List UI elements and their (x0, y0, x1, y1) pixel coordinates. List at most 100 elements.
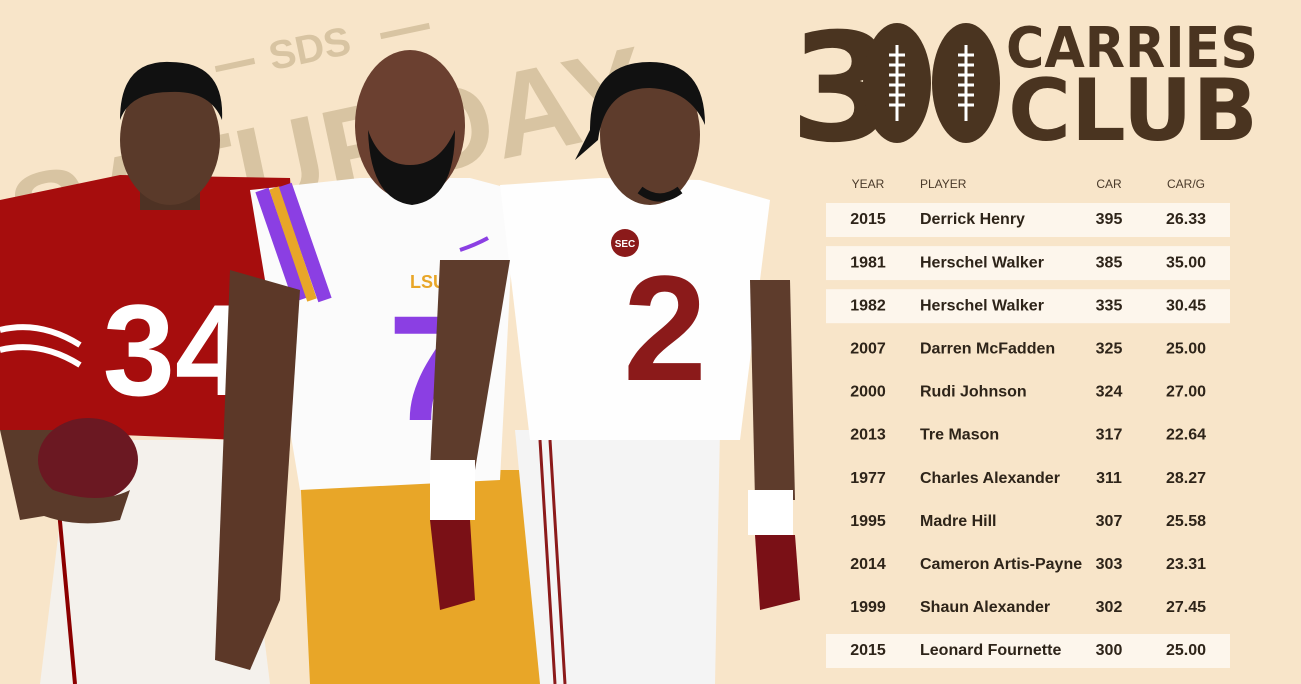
table-cell: 317 (1096, 427, 1123, 444)
table-cell: 22.64 (1166, 427, 1206, 444)
sleeve-stripe (255, 182, 332, 303)
table-cell: 26.33 (1166, 211, 1206, 228)
table-cell: 1977 (850, 470, 886, 487)
player-name: Leonard Fournette (920, 642, 1061, 659)
table-row: 2015 Derrick Henry 395 26.33 (826, 203, 1230, 237)
table-cell: 2015 (850, 642, 886, 659)
table-cell: 324 (1096, 384, 1123, 401)
wristband (748, 490, 793, 535)
watermark-dash (214, 57, 256, 73)
table-cell: 385 (1096, 254, 1123, 271)
table-row: 1995 Madre Hill 307 25.58 (850, 513, 1206, 530)
player-name: Herschel Walker (920, 297, 1044, 314)
table-cell: 30.45 (1166, 297, 1206, 314)
football (38, 418, 138, 502)
column-header: CAR (1096, 177, 1122, 191)
player-name: Cameron Artis-Payne (920, 556, 1082, 573)
table: YEAR PLAYER CAR CAR/G 2015 Derrick Henry 395 26… (826, 177, 1230, 668)
wristband (430, 460, 475, 520)
beard (637, 186, 683, 202)
table-cell: 25.58 (1166, 513, 1206, 530)
table-cell: 28.27 (1166, 470, 1206, 487)
player-lsu: LSU 7 (215, 50, 545, 684)
jersey-number: 34 (103, 277, 248, 423)
table-cell: 307 (1096, 513, 1123, 530)
table-row: 1999 Shaun Alexander 302 27.45 (850, 599, 1206, 616)
glove (755, 535, 800, 610)
table-row: 2007 Darren McFadden 325 25.00 (850, 341, 1206, 358)
title-line1: CARRIES (1006, 16, 1258, 81)
player-name: Herschel Walker (920, 254, 1044, 271)
table-cell: 2013 (850, 427, 886, 444)
player-bama: SEC 2 (430, 62, 800, 684)
beard (368, 130, 455, 205)
jersey-number: 2 (623, 244, 706, 412)
table-row: 2013 Tre Mason 317 22.64 (850, 427, 1206, 444)
player-name: Charles Alexander (920, 470, 1060, 487)
title-line2: CLUB (1008, 61, 1258, 161)
player-name: Derrick Henry (920, 211, 1025, 228)
table-cell: 2015 (850, 211, 886, 228)
player-name: Darren McFadden (920, 341, 1055, 358)
patch (611, 229, 639, 257)
row-background (826, 289, 1230, 324)
row-background (826, 634, 1230, 668)
column-header: CAR/G (1167, 177, 1205, 191)
hand (30, 480, 130, 524)
arm (215, 270, 300, 670)
jersey (0, 175, 300, 440)
head (600, 65, 700, 205)
arm (750, 280, 795, 500)
table-cell: 23.31 (1166, 556, 1206, 573)
table-cell: 302 (1096, 599, 1123, 616)
player-name: Shaun Alexander (920, 599, 1050, 616)
row-background (826, 203, 1230, 237)
table-cell: 311 (1096, 470, 1122, 487)
table-cell: 303 (1096, 556, 1123, 573)
table-row: 2014 Cameron Artis-Payne 303 23.31 (850, 556, 1206, 573)
column-header: YEAR (852, 177, 885, 191)
arm (430, 260, 510, 470)
row-background (826, 246, 1230, 281)
sleeve-stripe (0, 324, 82, 368)
table-cell: 300 (1096, 642, 1123, 659)
column-header: PLAYER (920, 177, 967, 191)
table-cell: 27.45 (1166, 599, 1206, 616)
table-cell: 2000 (850, 384, 886, 401)
logo (459, 236, 489, 252)
table-cell: 35.00 (1166, 254, 1206, 271)
table-cell: 25.00 (1166, 642, 1206, 659)
jersey (500, 178, 770, 440)
table-cell: 395 (1096, 211, 1123, 228)
table-cell: 27.00 (1166, 384, 1206, 401)
player-name: Madre Hill (920, 513, 996, 530)
table-row: 1981 Herschel Walker 385 35.00 (826, 246, 1230, 281)
glove (430, 520, 475, 610)
hair (120, 61, 223, 120)
football-zero (863, 23, 931, 143)
table-cell: 1981 (850, 254, 886, 271)
table-row: 2000 Rudi Johnson 324 27.00 (850, 384, 1206, 401)
hair (575, 62, 705, 160)
table-cell: 335 (1096, 297, 1123, 314)
table-row: 1982 Herschel Walker 335 30.45 (826, 289, 1230, 324)
jersey-mark: LSU (410, 272, 446, 292)
table-cell: 25.00 (1166, 341, 1206, 358)
pants (515, 430, 720, 684)
head (120, 75, 220, 205)
table-cell: 2014 (850, 556, 886, 573)
player-name: Tre Mason (920, 427, 999, 444)
sleeve-stripe (269, 186, 317, 302)
table-cell: 1995 (850, 513, 886, 530)
table-cell: 1999 (850, 599, 886, 616)
player-georgia: 34 (0, 61, 300, 684)
table-cell: 1982 (850, 297, 886, 314)
pants (300, 470, 545, 684)
watermark-dash (379, 22, 431, 40)
player-name: Rudi Johnson (920, 384, 1027, 401)
table-row: 1977 Charles Alexander 311 28.27 (850, 470, 1206, 487)
table-cell: 325 (1096, 341, 1123, 358)
pants-stripe (538, 439, 567, 684)
jersey-patch: SEC (615, 239, 636, 250)
